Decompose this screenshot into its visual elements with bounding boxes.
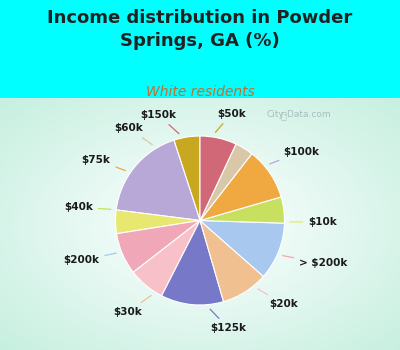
Wedge shape xyxy=(133,220,200,296)
Wedge shape xyxy=(162,220,224,305)
Wedge shape xyxy=(200,197,284,223)
Wedge shape xyxy=(200,136,236,220)
Text: City-Data.com: City-Data.com xyxy=(266,110,331,119)
Text: Income distribution in Powder
Springs, GA (%): Income distribution in Powder Springs, G… xyxy=(47,9,353,49)
Text: $100k: $100k xyxy=(270,147,319,164)
Text: White residents: White residents xyxy=(146,85,254,99)
Text: $30k: $30k xyxy=(113,295,151,317)
Wedge shape xyxy=(116,140,200,220)
Wedge shape xyxy=(116,210,200,234)
Wedge shape xyxy=(174,136,200,220)
Wedge shape xyxy=(200,220,263,302)
Text: $75k: $75k xyxy=(82,155,126,170)
Wedge shape xyxy=(200,220,284,276)
Text: $20k: $20k xyxy=(258,289,298,309)
Text: $200k: $200k xyxy=(64,253,116,265)
Text: $125k: $125k xyxy=(210,309,246,333)
Text: > $200k: > $200k xyxy=(282,256,348,268)
Wedge shape xyxy=(200,144,252,220)
Wedge shape xyxy=(116,220,200,272)
Text: ⓘ: ⓘ xyxy=(281,110,286,120)
Text: $40k: $40k xyxy=(64,202,111,212)
Wedge shape xyxy=(200,154,281,220)
Text: $150k: $150k xyxy=(140,110,179,134)
Text: $10k: $10k xyxy=(290,217,337,227)
Text: $50k: $50k xyxy=(216,109,246,132)
Text: $60k: $60k xyxy=(115,123,152,145)
